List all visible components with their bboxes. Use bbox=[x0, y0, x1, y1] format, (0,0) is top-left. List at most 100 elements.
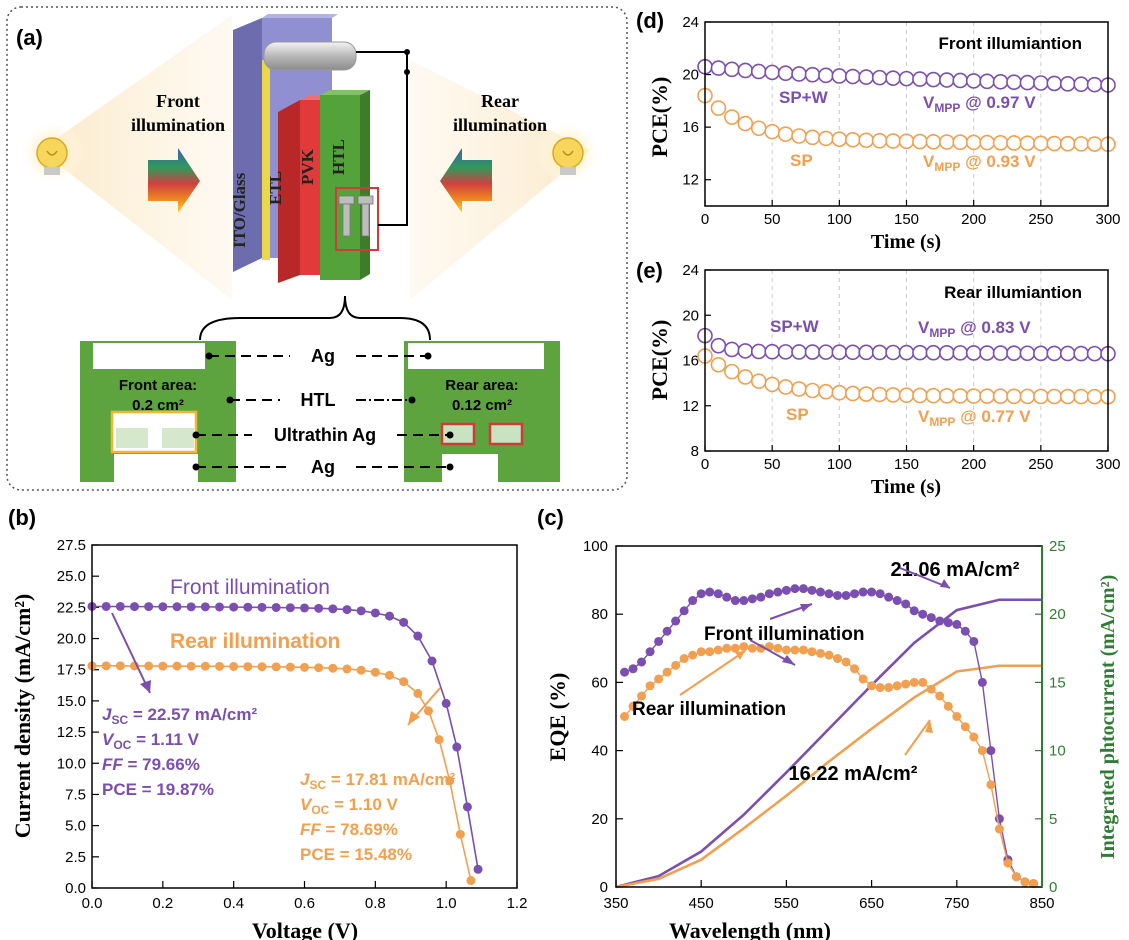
panel-c: (c) EQE (%) Integrated phtocurrent (mA/c… bbox=[537, 505, 1119, 940]
vmpp-symbol: V bbox=[918, 318, 930, 337]
parameter-line: JSC = 22.57 mA/cm² bbox=[102, 705, 257, 727]
panel-b-front-pointer bbox=[111, 612, 151, 694]
eqe-point bbox=[986, 780, 996, 790]
pce-point bbox=[858, 386, 875, 402]
pce-point bbox=[804, 382, 821, 399]
eqe-point bbox=[790, 584, 800, 594]
parameter-symbol: FF bbox=[300, 820, 321, 839]
pce-point bbox=[952, 72, 969, 89]
parameter-line: FF = 79.66% bbox=[102, 755, 200, 774]
data-point bbox=[144, 661, 154, 671]
ito-glass-label: ITO/Glass bbox=[230, 172, 249, 248]
pce-point bbox=[898, 387, 915, 404]
rear-contact-outline bbox=[335, 187, 379, 251]
eqe-point bbox=[662, 626, 672, 636]
eqe-point bbox=[730, 596, 740, 606]
pce-point bbox=[818, 344, 834, 360]
device-stack: ITO/Glass ETL PVK HTL bbox=[230, 14, 410, 283]
pce-point bbox=[1033, 75, 1049, 91]
eqe-point bbox=[986, 746, 996, 756]
panel-c-jsc-front-label: 21.06 mA/cm² bbox=[891, 559, 1020, 581]
pce-point bbox=[1019, 135, 1036, 151]
pce-point bbox=[885, 70, 901, 86]
panel-b-legend-rear: Rear illumination bbox=[170, 630, 340, 653]
front-illumination-title-1: Front bbox=[156, 91, 200, 111]
pce-point bbox=[844, 344, 861, 361]
eqe-point bbox=[824, 650, 834, 660]
pce-point bbox=[764, 376, 780, 393]
eqe-point bbox=[705, 647, 715, 657]
callout-htl: HTL bbox=[301, 390, 336, 410]
x-tick-label: 200 bbox=[961, 456, 986, 473]
eqe-point bbox=[637, 657, 647, 667]
pce-point bbox=[831, 344, 848, 361]
panel-b-axes-frame bbox=[91, 544, 518, 889]
vmpp-symbol: V bbox=[918, 407, 930, 426]
x-tick-label: 300 bbox=[1095, 456, 1120, 473]
panel-e-ylabel: PCE(%) bbox=[647, 320, 672, 401]
data-point bbox=[314, 663, 324, 673]
x-tick-label: 100 bbox=[827, 456, 852, 473]
parameter-line: PCE = 15.48% bbox=[300, 845, 412, 864]
panel-e-xlabel: Time (s) bbox=[871, 476, 941, 498]
pce-point bbox=[1059, 345, 1076, 362]
panel-c-ylabel: EQE (%) bbox=[545, 673, 570, 762]
panel-e-axes-frame bbox=[704, 269, 1109, 452]
eqe-point bbox=[935, 691, 945, 701]
y-tick-label: 20.0 bbox=[57, 631, 86, 648]
data-point bbox=[427, 656, 437, 666]
eqe-point bbox=[909, 677, 919, 687]
data-point bbox=[144, 602, 154, 612]
data-point bbox=[172, 602, 182, 612]
panel-d-xlabel: Time (s) bbox=[871, 231, 941, 253]
front-beam bbox=[40, 15, 232, 300]
data-point bbox=[342, 605, 352, 615]
eqe-point bbox=[867, 587, 877, 597]
eqe-point bbox=[722, 592, 732, 602]
pce-point bbox=[885, 387, 901, 403]
data-point bbox=[314, 603, 324, 613]
panel-c-rear-label: Rear illumination bbox=[632, 699, 786, 720]
pce-point bbox=[724, 363, 740, 380]
integrated-current-line bbox=[615, 598, 1042, 889]
panel-b-front-arrowhead bbox=[140, 680, 151, 693]
parameter-value: = 22.57 mA/cm² bbox=[128, 705, 257, 724]
x-tick-label: 1.0 bbox=[436, 895, 457, 912]
panel-b: (b) Current density (mA/cm²) Voltage (V)… bbox=[8, 505, 527, 940]
panel-e-title: Rear illumiantion bbox=[944, 283, 1082, 302]
eqe-point bbox=[628, 664, 638, 674]
data-point bbox=[445, 776, 455, 786]
pce-point bbox=[750, 343, 767, 360]
pce-point bbox=[791, 381, 807, 397]
y-tick-label: 17.5 bbox=[57, 662, 86, 679]
eqe-point bbox=[654, 674, 664, 684]
x-tick-label: 300 bbox=[1095, 211, 1120, 228]
eqe-point bbox=[943, 701, 953, 711]
pce-point bbox=[1086, 136, 1103, 152]
pce-point bbox=[1033, 345, 1049, 362]
pce-point bbox=[1059, 76, 1076, 92]
data-point bbox=[356, 665, 366, 675]
y-tick-label: 20 bbox=[682, 67, 699, 84]
eqe-point bbox=[850, 589, 860, 599]
pce-point bbox=[1059, 388, 1076, 405]
vmpp-subscript: MPP bbox=[929, 415, 955, 429]
pce-point bbox=[858, 69, 875, 85]
pce-point bbox=[1073, 388, 1089, 405]
y2-tick-label: 20 bbox=[1049, 606, 1066, 623]
pce-point bbox=[992, 388, 1009, 405]
eqe-point bbox=[756, 592, 766, 602]
parameter-subscript: OC bbox=[311, 803, 329, 817]
callout-ag-bottom: Ag bbox=[311, 457, 335, 477]
pce-point bbox=[979, 73, 995, 90]
data-point bbox=[441, 698, 451, 708]
eqe-point bbox=[807, 585, 817, 595]
pce-point bbox=[1046, 345, 1063, 362]
bulb-icon bbox=[536, 121, 600, 185]
y2-tick-label: 10 bbox=[1049, 743, 1066, 760]
pce-point bbox=[791, 344, 807, 360]
panel-e-sp-w-label: SP+W bbox=[770, 317, 820, 336]
x-tick-label: 150 bbox=[894, 456, 919, 473]
data-point bbox=[413, 631, 423, 641]
parameter-value: = 17.81 mA/cm² bbox=[326, 770, 455, 789]
